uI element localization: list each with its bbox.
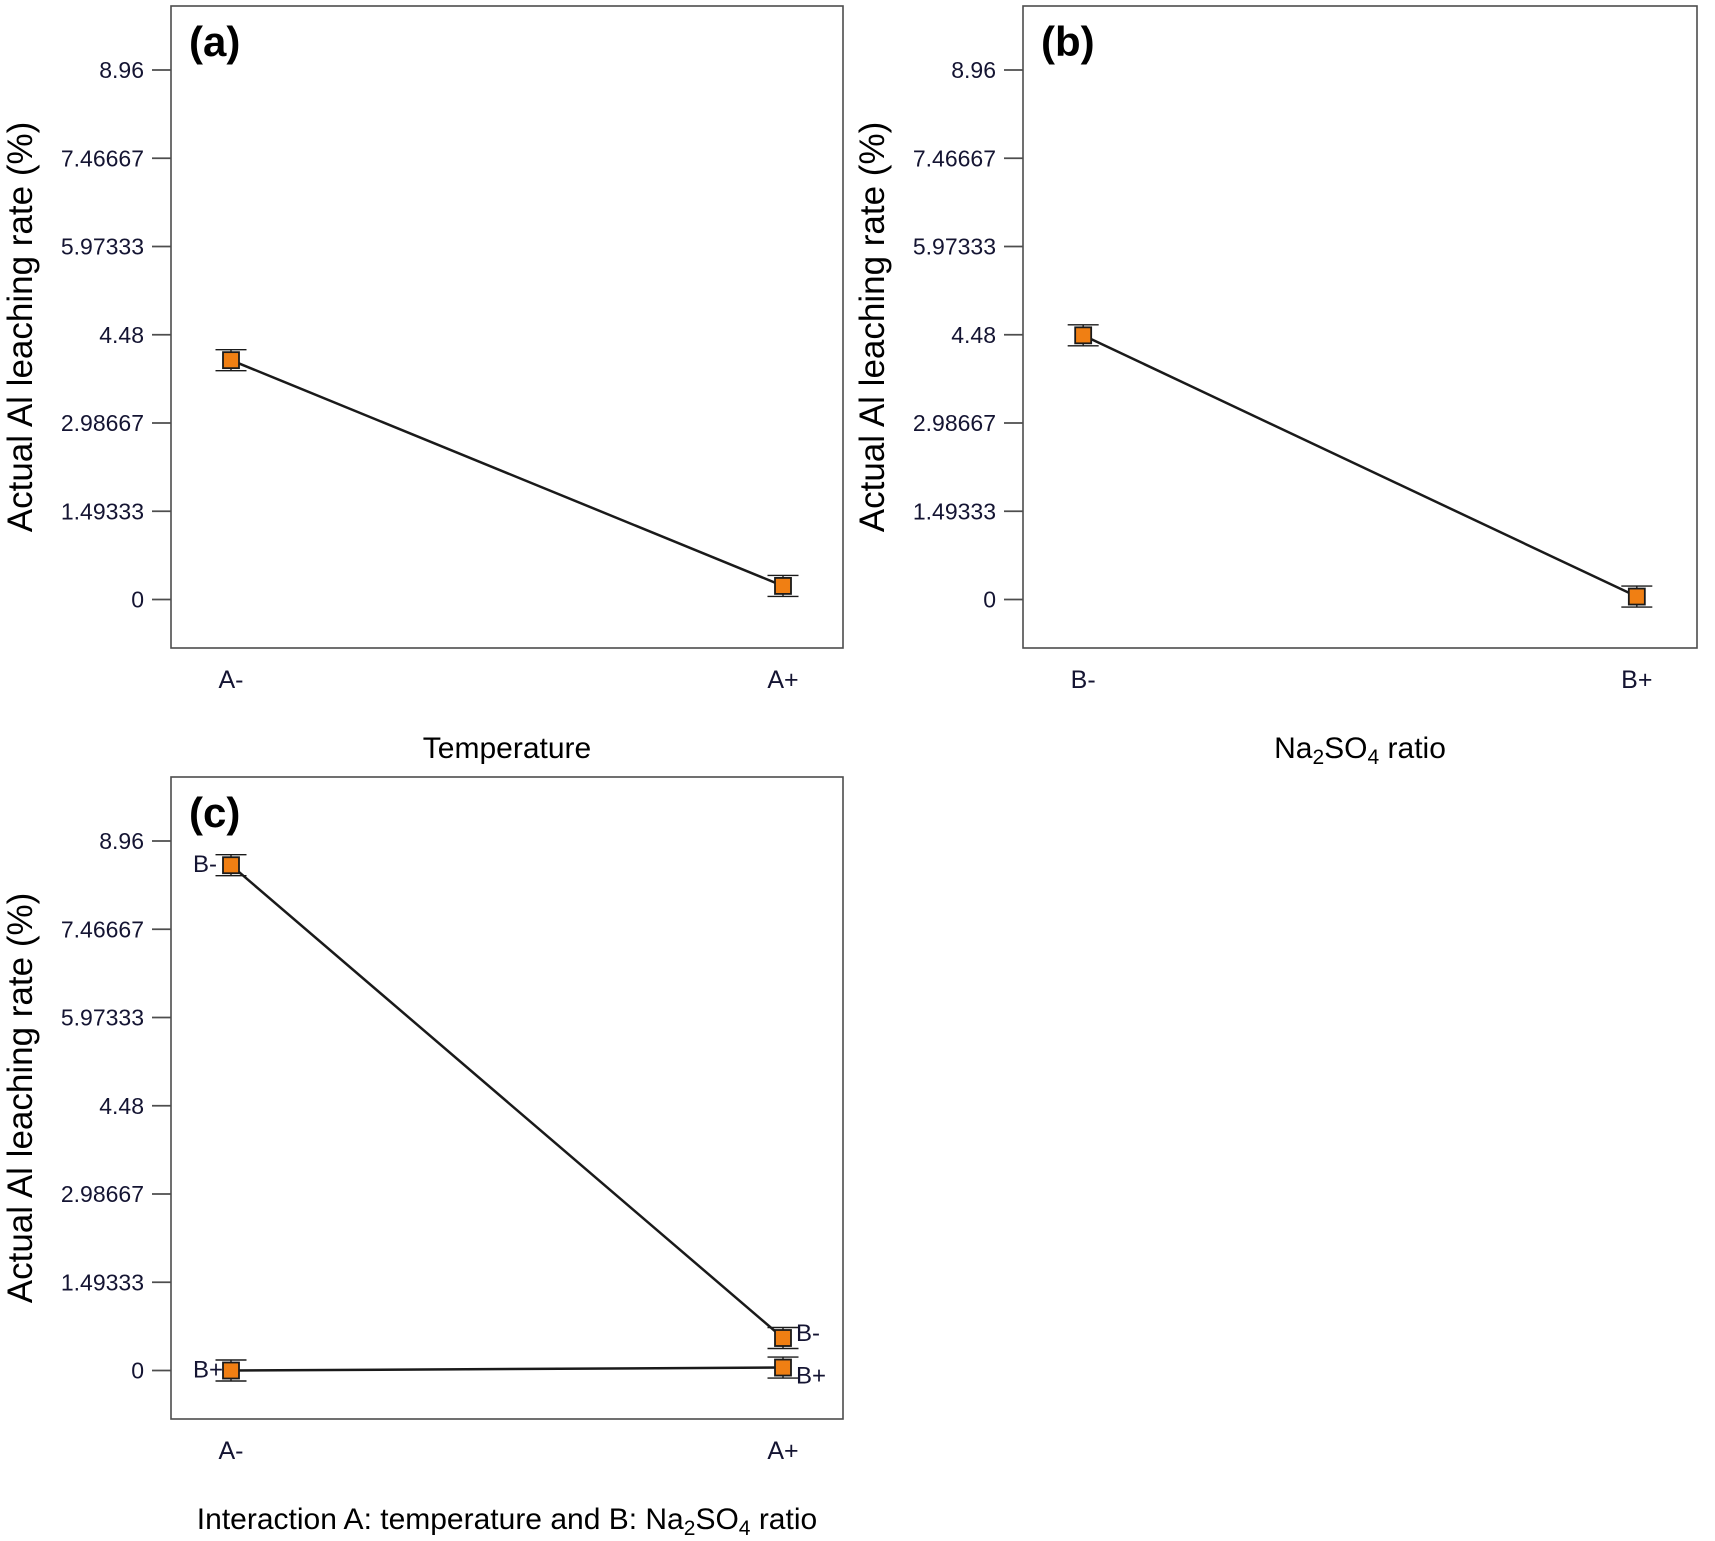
svg-text:(b): (b)	[1041, 18, 1095, 65]
svg-text:7.46667: 7.46667	[913, 145, 996, 171]
svg-text:2.98667: 2.98667	[61, 1181, 144, 1207]
svg-text:Actual Al leaching rate (%): Actual Al leaching rate (%)	[853, 122, 892, 532]
svg-text:8.96: 8.96	[99, 828, 144, 854]
svg-text:0: 0	[983, 587, 996, 613]
svg-text:(a): (a)	[189, 18, 240, 65]
svg-text:Actual Al leaching rate (%): Actual Al leaching rate (%)	[1, 893, 40, 1303]
svg-text:Actual Al leaching rate (%): Actual Al leaching rate (%)	[1, 122, 40, 532]
svg-text:5.97333: 5.97333	[913, 234, 996, 260]
svg-text:Temperature: Temperature	[423, 732, 591, 765]
svg-text:B-: B-	[193, 851, 217, 878]
svg-text:1.49333: 1.49333	[913, 498, 996, 524]
svg-text:0: 0	[131, 1358, 144, 1384]
svg-text:0: 0	[131, 587, 144, 613]
svg-text:A-: A-	[219, 1437, 244, 1465]
svg-text:8.96: 8.96	[99, 57, 144, 83]
svg-text:2.98667: 2.98667	[61, 410, 144, 436]
svg-text:A-: A-	[219, 666, 244, 694]
svg-text:4.48: 4.48	[951, 322, 996, 348]
svg-text:A+: A+	[767, 666, 798, 694]
svg-text:(c): (c)	[189, 789, 240, 836]
svg-text:1.49333: 1.49333	[61, 498, 144, 524]
svg-text:1.49333: 1.49333	[61, 1269, 144, 1295]
svg-text:B-: B-	[796, 1320, 820, 1347]
svg-text:8.96: 8.96	[951, 57, 996, 83]
svg-text:B+: B+	[796, 1363, 826, 1390]
svg-text:A+: A+	[767, 1437, 798, 1465]
svg-text:B+: B+	[1621, 666, 1652, 694]
svg-text:5.97333: 5.97333	[61, 234, 144, 260]
svg-text:B-: B-	[1071, 666, 1096, 694]
svg-text:5.97333: 5.97333	[61, 1005, 144, 1031]
svg-text:B+: B+	[193, 1357, 223, 1384]
svg-text:Na2SO4 ratio: Na2SO4 ratio	[1274, 732, 1446, 769]
svg-text:Interaction A: temperature and: Interaction A: temperature and B: Na2SO4…	[197, 1503, 817, 1536]
svg-text:4.48: 4.48	[99, 1093, 144, 1119]
svg-text:7.46667: 7.46667	[61, 145, 144, 171]
svg-text:2.98667: 2.98667	[913, 410, 996, 436]
svg-text:4.48: 4.48	[99, 322, 144, 348]
svg-text:7.46667: 7.46667	[61, 916, 144, 942]
